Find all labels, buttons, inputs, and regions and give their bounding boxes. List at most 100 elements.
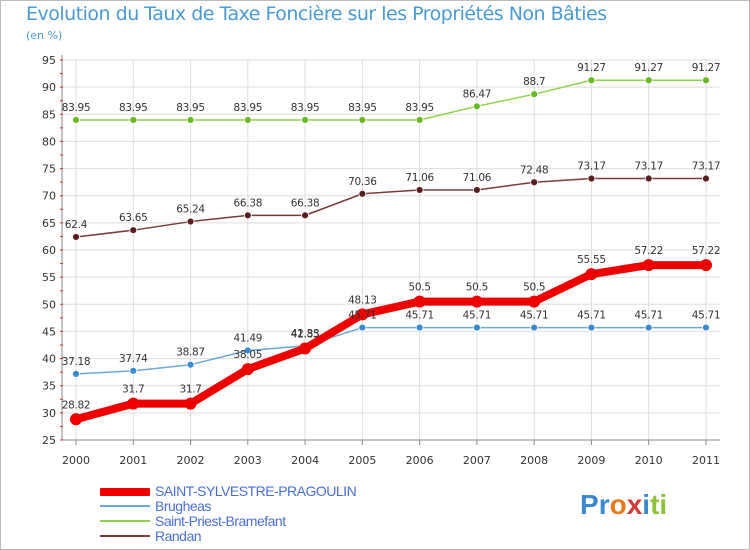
data-point-brugheas bbox=[72, 369, 80, 378]
data-point-randan bbox=[587, 174, 596, 183]
data-point-saint-priest-bramefant bbox=[243, 116, 252, 124]
data-label-saint-sylvestre-pragoulin: 41.85 bbox=[291, 329, 320, 341]
data-label-randan: 73.17 bbox=[634, 161, 663, 173]
x-tick-label: 2005 bbox=[348, 454, 376, 467]
data-label-saint-priest-bramefant: 83.95 bbox=[176, 102, 205, 114]
data-point-saint-priest-bramefant bbox=[530, 90, 539, 99]
data-label-randan: 63.65 bbox=[119, 212, 148, 224]
data-label-randan: 73.17 bbox=[577, 161, 606, 173]
y-tick-label: 30 bbox=[42, 407, 56, 420]
data-point-saint-sylvestre-pragoulin bbox=[642, 259, 655, 272]
data-point-saint-priest-bramefant bbox=[472, 102, 481, 111]
data-point-brugheas bbox=[702, 323, 710, 332]
x-tick-label: 2006 bbox=[406, 454, 434, 467]
data-label-randan: 66.38 bbox=[291, 197, 320, 209]
series-line-saint-sylvestre-pragoulin bbox=[72, 261, 710, 424]
data-label-brugheas: 45.71 bbox=[463, 310, 492, 322]
data-label-brugheas: 38.87 bbox=[176, 347, 205, 359]
data-point-randan bbox=[72, 233, 80, 241]
data-point-saint-sylvestre-pragoulin bbox=[413, 295, 426, 308]
data-point-randan bbox=[129, 226, 138, 235]
data-label-saint-priest-bramefant: 83.95 bbox=[119, 102, 148, 114]
x-tick-label: 2004 bbox=[291, 454, 319, 467]
data-point-brugheas bbox=[587, 323, 596, 332]
y-axis-unit-label: (en %) bbox=[26, 29, 63, 42]
data-label-brugheas: 45.71 bbox=[634, 310, 663, 322]
x-tick-label: 2003 bbox=[234, 454, 262, 467]
data-label-saint-priest-bramefant: 83.95 bbox=[291, 102, 320, 114]
y-tick-label: 80 bbox=[42, 135, 56, 148]
x-tick-label: 2011 bbox=[692, 454, 720, 467]
legend-swatch-randan bbox=[100, 535, 150, 537]
data-point-brugheas bbox=[644, 323, 653, 332]
x-tick-label: 2009 bbox=[577, 454, 605, 467]
legend-swatch-brugheas bbox=[100, 505, 150, 507]
data-point-saint-priest-bramefant bbox=[587, 76, 596, 85]
data-label-saint-priest-bramefant: 91.27 bbox=[634, 62, 663, 74]
data-label-saint-sylvestre-pragoulin: 38.05 bbox=[234, 349, 263, 361]
data-label-saint-priest-bramefant: 83.95 bbox=[234, 102, 263, 114]
data-point-saint-priest-bramefant bbox=[301, 116, 309, 124]
y-tick-label: 45 bbox=[42, 325, 56, 338]
data-label-randan: 72.48 bbox=[520, 164, 549, 176]
legend-label: Randan bbox=[155, 528, 202, 544]
data-point-brugheas bbox=[243, 346, 252, 355]
data-label-randan: 71.06 bbox=[463, 172, 492, 184]
y-tick-label: 95 bbox=[42, 54, 56, 67]
data-label-saint-priest-bramefant: 83.95 bbox=[405, 102, 434, 114]
legend-label: Brugheas bbox=[155, 498, 211, 514]
data-point-saint-sylvestre-pragoulin bbox=[241, 363, 254, 376]
legend-item-saint-priest-bramefant: Saint-Priest-Bramefant bbox=[100, 514, 400, 529]
x-tick-label: 2010 bbox=[635, 454, 663, 467]
data-label-saint-priest-bramefant: 88.7 bbox=[523, 76, 545, 88]
data-point-saint-priest-bramefant bbox=[72, 116, 80, 124]
data-label-brugheas: 45.71 bbox=[405, 310, 434, 322]
data-label-saint-priest-bramefant: 83.95 bbox=[62, 102, 91, 114]
data-point-brugheas bbox=[358, 323, 367, 332]
data-label-brugheas: 37.18 bbox=[62, 356, 91, 368]
y-tick-label: 75 bbox=[42, 163, 56, 176]
logo-letter: o bbox=[609, 489, 627, 520]
data-label-randan: 71.06 bbox=[405, 172, 434, 184]
line-chart: 25 30 35 40 45 50 55 60 65 70 75 80 85 90 95 2000 2001 20… bbox=[42, 54, 721, 467]
data-point-saint-priest-bramefant bbox=[644, 76, 653, 85]
data-point-brugheas bbox=[472, 323, 481, 332]
y-tick-label: 25 bbox=[42, 434, 56, 447]
data-label-saint-priest-bramefant: 91.27 bbox=[577, 62, 606, 74]
data-point-saint-sylvestre-pragoulin bbox=[184, 397, 197, 410]
series-line-randan bbox=[75, 177, 707, 238]
legend-label: Saint-Priest-Bramefant bbox=[155, 513, 286, 529]
data-label-saint-sylvestre-pragoulin: 50.5 bbox=[409, 282, 431, 294]
logo-letter: i bbox=[642, 489, 651, 520]
proxiti-logo: Proxiti bbox=[580, 489, 667, 521]
series-line-saint-priest-bramefant bbox=[75, 79, 707, 121]
logo-letter: i bbox=[659, 489, 668, 520]
legend: SAINT-SYLVESTRE-PRAGOULIN Brugheas Saint… bbox=[100, 484, 400, 544]
data-point-saint-priest-bramefant bbox=[129, 116, 138, 124]
data-label-brugheas: 42.33 bbox=[291, 328, 320, 340]
data-label-randan: 73.17 bbox=[692, 161, 721, 173]
legend-item-saint-sylvestre-pragoulin: SAINT-SYLVESTRE-PRAGOULIN bbox=[100, 484, 400, 499]
data-point-brugheas bbox=[186, 360, 195, 369]
y-tick-label: 35 bbox=[42, 380, 56, 393]
data-label-brugheas: 45.71 bbox=[577, 310, 606, 322]
data-point-saint-priest-bramefant bbox=[415, 116, 424, 124]
data-label-saint-priest-bramefant: 91.27 bbox=[692, 62, 721, 74]
y-tick-label: 55 bbox=[42, 271, 56, 284]
data-label-saint-sylvestre-pragoulin: 57.22 bbox=[692, 245, 721, 257]
data-label-randan: 70.36 bbox=[348, 176, 377, 188]
legend-item-brugheas: Brugheas bbox=[100, 499, 400, 514]
data-point-saint-sylvestre-pragoulin bbox=[299, 342, 312, 355]
data-point-randan bbox=[530, 178, 539, 187]
series-layer bbox=[70, 76, 712, 426]
data-point-saint-sylvestre-pragoulin bbox=[470, 295, 483, 308]
data-point-saint-sylvestre-pragoulin bbox=[127, 397, 140, 410]
chart-title: Evolution du Taux de Taxe Foncière sur l… bbox=[26, 3, 607, 25]
x-tick-label: 2000 bbox=[62, 454, 90, 467]
logo-letter: t bbox=[650, 489, 660, 520]
y-tick-label: 50 bbox=[42, 298, 56, 311]
data-label-brugheas: 41.49 bbox=[234, 332, 263, 344]
data-label-layer: 83.95 83.95 83.95 83.95 83.95 83.95 83.95 86.47… bbox=[62, 62, 721, 411]
data-label-saint-sylvestre-pragoulin: 55.55 bbox=[577, 254, 606, 266]
data-point-saint-sylvestre-pragoulin bbox=[70, 413, 82, 426]
